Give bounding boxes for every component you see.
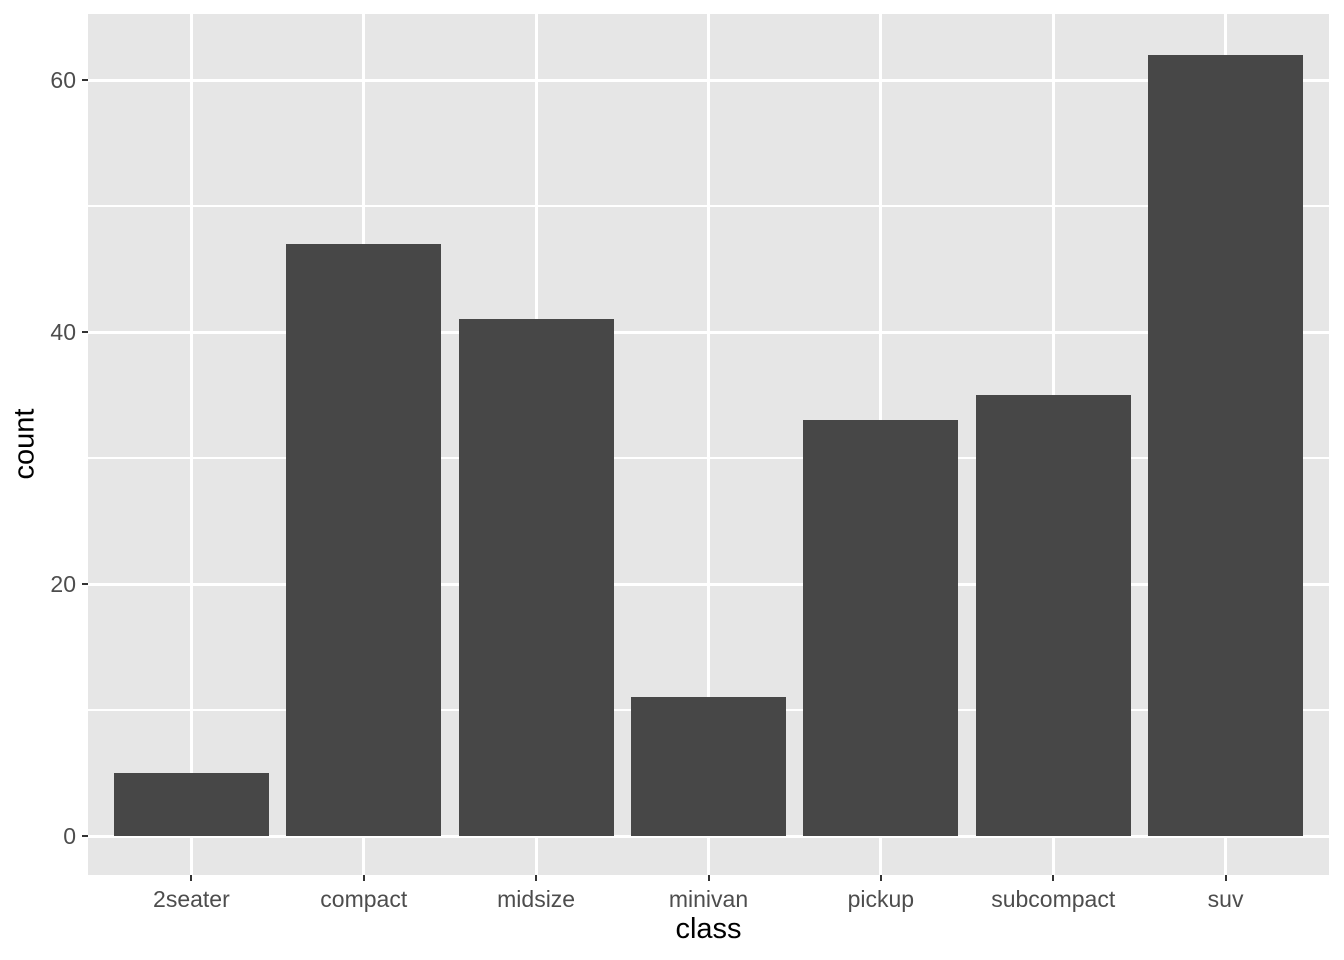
gridline-major <box>88 78 1329 82</box>
bar-2seater <box>113 773 269 836</box>
x-tick-label: suv <box>1207 886 1244 912</box>
x-tick-label: subcompact <box>991 886 1116 912</box>
gridline-major <box>88 834 1329 838</box>
x-tick-mark <box>1052 875 1055 881</box>
x-tick-mark <box>190 875 193 881</box>
gridline-category <box>189 14 193 875</box>
x-tick-label: minivan <box>668 886 749 912</box>
bar-pickup <box>803 420 959 836</box>
x-tick-label: pickup <box>847 886 915 912</box>
x-tick-mark <box>1224 875 1227 881</box>
x-tick-mark <box>707 875 710 881</box>
x-tick-mark <box>362 875 365 881</box>
y-axis-title: count <box>8 408 41 480</box>
bar-compact <box>286 243 442 836</box>
y-tick-label: 60 <box>50 67 76 93</box>
y-tick-mark <box>82 79 88 81</box>
y-tick-mark <box>82 331 88 333</box>
bar-midsize <box>458 319 614 836</box>
bar-suv <box>1148 54 1304 836</box>
x-tick-label: midsize <box>497 886 576 912</box>
x-tick-label: compact <box>320 886 408 912</box>
bar-subcompact <box>975 395 1131 836</box>
plot-panel <box>88 14 1329 875</box>
gridline-major <box>88 582 1329 586</box>
x-tick-label: 2seater <box>153 886 230 912</box>
bar-minivan <box>630 697 787 836</box>
y-tick-label: 40 <box>50 319 76 345</box>
y-tick-mark <box>82 835 88 837</box>
gridline-major <box>88 330 1329 334</box>
y-tick-label: 0 <box>63 823 76 849</box>
gridline-category <box>707 14 710 875</box>
y-tick-mark <box>82 583 88 585</box>
x-tick-mark <box>879 875 882 881</box>
y-tick-label: 20 <box>50 571 76 597</box>
x-tick-mark <box>535 875 538 881</box>
x-axis-title: class <box>675 913 742 945</box>
